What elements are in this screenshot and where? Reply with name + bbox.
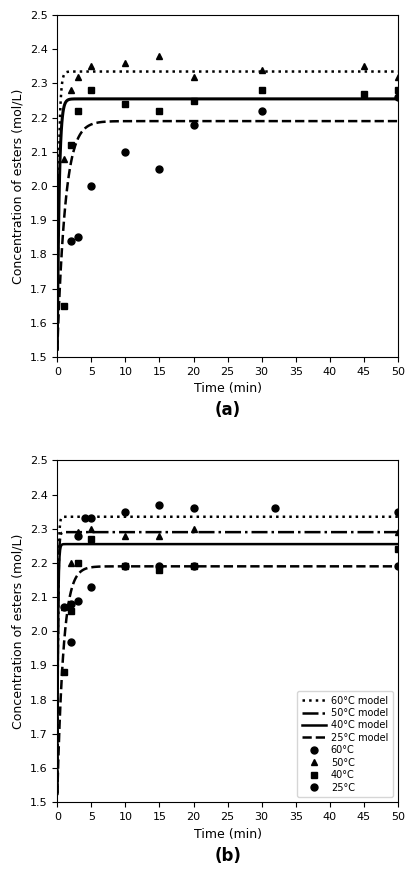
X-axis label: Time (min): Time (min)	[193, 382, 262, 395]
Legend: 60°C model, 50°C model, 40°C model, 25°C model, 60°C, 50°C, 40°C, 25°C: 60°C model, 50°C model, 40°C model, 25°C…	[297, 691, 393, 797]
Y-axis label: Concentration of esters (mol/L): Concentration of esters (mol/L)	[11, 88, 24, 284]
Y-axis label: Concentration of esters (mol/L): Concentration of esters (mol/L)	[11, 534, 24, 729]
Text: (b): (b)	[214, 847, 241, 865]
Text: (a): (a)	[215, 402, 240, 420]
X-axis label: Time (min): Time (min)	[193, 827, 262, 841]
